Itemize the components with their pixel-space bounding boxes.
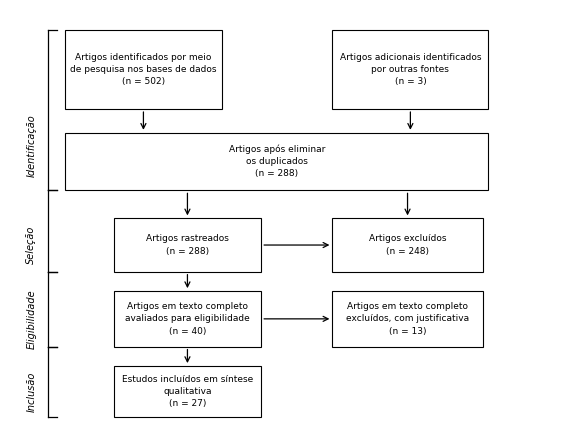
Text: Artigos adicionais identificados
por outras fontes
(n = 3): Artigos adicionais identificados por out… [340, 53, 481, 86]
Text: Artigos após eliminar
os duplicados
(n = 288): Artigos após eliminar os duplicados (n =… [229, 145, 325, 178]
Text: Artigos excluídos
(n = 248): Artigos excluídos (n = 248) [369, 235, 446, 256]
Bar [65, 30, 222, 109]
Bar [114, 291, 261, 347]
Text: Estudos incluídos em síntese
qualitativa
(n = 27): Estudos incluídos em síntese qualitativa… [122, 375, 253, 408]
Text: Artigos identificados por meio
de pesquisa nos bases de dados
(n = 502): Artigos identificados por meio de pesqui… [70, 53, 216, 86]
Bar [65, 133, 488, 190]
Bar [332, 30, 488, 109]
Bar [114, 366, 261, 417]
Bar [332, 291, 483, 347]
Bar [114, 218, 261, 272]
Bar [332, 218, 483, 272]
Text: Artigos em texto completo
avaliados para eligibilidade
(n = 40): Artigos em texto completo avaliados para… [125, 302, 250, 336]
Text: Inclusão: Inclusão [26, 372, 36, 412]
Text: Identificação: Identificação [26, 114, 36, 177]
Text: Artigos rastreados
(n = 288): Artigos rastreados (n = 288) [146, 235, 229, 256]
Text: Eligibilidade: Eligibilidade [26, 289, 36, 349]
Text: Seleção: Seleção [26, 226, 36, 264]
Text: Artigos em texto completo
excluídos, com justificativa
(n = 13): Artigos em texto completo excluídos, com… [346, 302, 469, 336]
